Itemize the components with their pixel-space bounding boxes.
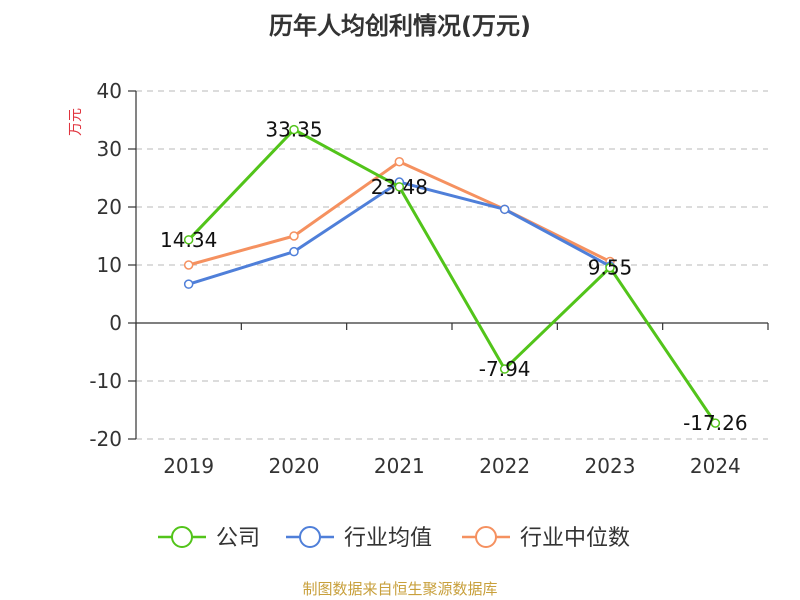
data-labels: 14.34 33.35 23.48 -7.94 9.55 -17.26	[160, 118, 748, 436]
data-point	[289, 231, 299, 241]
data-point	[183, 260, 194, 270]
series-lines	[183, 124, 721, 428]
source-footer: 制图数据来自恒生聚源数据库	[302, 580, 498, 598]
data-label: -17.26	[683, 411, 747, 435]
y-tick-label: 0	[109, 311, 122, 335]
data-label: 9.55	[588, 256, 633, 280]
y-tick-label: 30	[97, 137, 122, 161]
x-tick-label: 2024	[690, 454, 741, 478]
x-tick-label: 2020	[269, 454, 320, 478]
data-label: 14.34	[160, 228, 217, 252]
x-tick-label: 2023	[585, 454, 636, 478]
data-label: -7.94	[479, 357, 531, 381]
data-point	[183, 279, 194, 289]
data-point	[289, 246, 299, 257]
legend-swatch-marker	[171, 526, 193, 548]
x-tick-label: 2021	[374, 454, 425, 478]
data-point	[710, 418, 721, 428]
x-tick-label: 2022	[479, 454, 530, 478]
data-label: 33.35	[265, 118, 322, 142]
legend-swatch-marker	[299, 526, 321, 548]
series-line	[187, 128, 717, 424]
y-tick-label: 10	[97, 253, 122, 277]
data-point	[289, 124, 299, 135]
axes: 40 30 20 10 0 -10 -20 2019 2020 2021 2022 2023 2024 万…	[68, 79, 769, 478]
legend-swatch-marker	[475, 526, 497, 548]
legend[interactable]: 公司 行业均值 行业中位数	[158, 526, 630, 551]
x-tick-label: 2019	[163, 454, 214, 478]
data-label: 23.48	[371, 175, 428, 199]
data-point	[183, 235, 194, 245]
y-tick-label: -10	[89, 369, 122, 393]
y-axis-label: 万元	[68, 108, 84, 136]
legend-entry: 行业中位数	[520, 526, 630, 551]
legend-entry: 公司	[216, 526, 260, 551]
grid-lines	[136, 90, 768, 440]
y-tick-label: 20	[97, 195, 122, 219]
data-point	[394, 157, 405, 167]
y-tick-label: -20	[89, 427, 122, 451]
y-tick-label: 40	[97, 79, 122, 103]
data-point	[394, 182, 405, 192]
data-point	[605, 262, 615, 273]
chart-title: 历年人均创利情况(万元)	[269, 12, 531, 40]
data-point	[499, 364, 510, 374]
legend-entry: 行业均值	[344, 526, 432, 551]
data-point	[499, 204, 510, 215]
